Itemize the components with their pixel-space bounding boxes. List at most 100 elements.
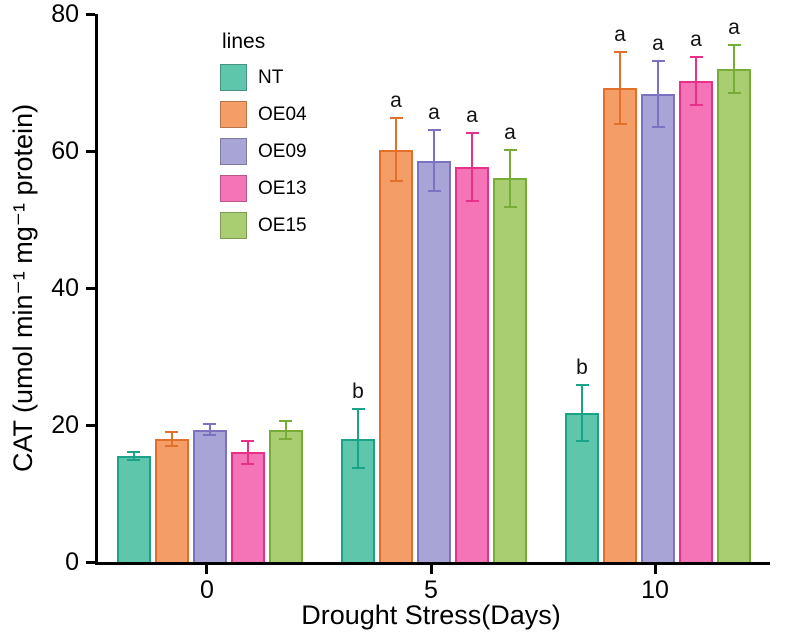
error-bar-cap-top — [351, 408, 365, 411]
significance-letter: b — [576, 355, 588, 379]
bar-oe13-day-0 — [230, 452, 265, 562]
error-bar-cap-top — [203, 423, 217, 426]
bar-cell-nt-day-5: b — [341, 14, 375, 562]
bar-oe15-day-10 — [717, 68, 751, 562]
error-bar-cap-bottom — [503, 206, 517, 209]
significance-letter: a — [466, 103, 478, 127]
error-bar-cap-top — [689, 56, 703, 59]
bar-cell-oe13-day-10: a — [679, 14, 713, 562]
y-tick-label: 20 — [51, 411, 79, 439]
bar-cell-oe13-day-5: a — [455, 14, 489, 562]
error-bar-cap-bottom — [127, 458, 141, 461]
bar-nt-day-0 — [116, 455, 151, 562]
bar-oe04-day-0 — [154, 438, 189, 562]
legend-swatch-oe13 — [220, 175, 247, 202]
error-bar — [208, 424, 211, 436]
bar-cell-oe09-day-0 — [192, 14, 227, 562]
legend-label: OE04 — [258, 103, 307, 125]
error-bar-cap-top — [279, 419, 293, 422]
y-axis-ticks: 0 20 40 60 80 — [0, 1, 95, 575]
error-bar-cap-bottom — [241, 463, 255, 466]
legend-swatch-oe09 — [220, 138, 247, 165]
legend-item-oe15: OE15 — [220, 212, 307, 239]
error-bar-cap-bottom — [651, 126, 665, 129]
significance-letter: b — [352, 380, 364, 404]
bar-oe15-day-0 — [268, 429, 303, 562]
error-bar — [509, 149, 511, 208]
bar-group-day-5: b a a a a — [339, 14, 529, 562]
error-bar — [132, 451, 135, 460]
x-axis-ticks: 0 5 10 — [95, 565, 767, 611]
error-bar-cap-bottom — [689, 104, 703, 107]
bar-cell-oe15-day-10: a — [717, 14, 751, 562]
y-tick-mark — [86, 423, 95, 427]
legend-item-oe04: OE04 — [220, 101, 307, 128]
error-bar — [433, 130, 435, 191]
error-bar-cap-bottom — [351, 467, 365, 470]
error-bar-cap-top — [727, 43, 741, 46]
legend-item-oe13: OE13 — [220, 175, 307, 202]
error-bar-cap-top — [503, 148, 517, 151]
y-tick-label: 0 — [65, 548, 79, 576]
significance-letter: a — [504, 120, 516, 144]
error-bar-cap-top — [241, 439, 255, 442]
error-bar-cap-bottom — [465, 200, 479, 203]
error-bar-cap-top — [427, 129, 441, 132]
legend-items: NT OE04 OE09 OE13 OE15 — [220, 64, 307, 239]
bar-group-day-10: b a a a a — [563, 14, 753, 562]
x-tick-label: 5 — [424, 576, 438, 604]
error-bar-cap-top — [165, 430, 179, 433]
legend-swatch-oe15 — [220, 212, 247, 239]
bar-cell-oe09-day-5: a — [417, 14, 451, 562]
bar-cell-oe15-day-0 — [268, 14, 303, 562]
bar-cell-oe09-day-10: a — [641, 14, 675, 562]
x-tick-label: 10 — [641, 576, 669, 604]
y-tick-mark — [86, 286, 95, 290]
significance-letter: a — [614, 22, 626, 46]
error-bar — [695, 57, 697, 106]
error-bar-cap-top — [127, 450, 141, 453]
error-bar-cap-top — [651, 60, 665, 63]
error-bar-cap-bottom — [727, 91, 741, 94]
error-bar-cap-bottom — [575, 439, 589, 442]
bar-cell-oe04-day-5: a — [379, 14, 413, 562]
error-bar-cap-bottom — [427, 189, 441, 192]
y-tick-label: 60 — [51, 137, 79, 165]
error-bar — [581, 384, 583, 441]
bar-oe13-day-5 — [455, 166, 489, 562]
x-tick-mark — [429, 565, 433, 574]
x-tick-mark — [205, 565, 209, 574]
bar-oe04-day-10 — [603, 87, 637, 562]
x-axis-title: Drought Stress(Days) — [301, 600, 561, 630]
error-bar — [657, 61, 659, 128]
error-bar-cap-top — [575, 383, 589, 386]
error-bar — [284, 420, 287, 439]
legend-label: OE13 — [258, 177, 307, 199]
bar-cell-nt-day-0 — [116, 14, 151, 562]
legend-label: OE15 — [258, 214, 307, 236]
error-bar-cap-top — [465, 131, 479, 134]
bar-oe15-day-5 — [493, 178, 527, 562]
error-bar — [619, 51, 621, 125]
error-bar — [246, 440, 249, 465]
error-bar — [471, 132, 473, 202]
error-bar — [395, 118, 397, 182]
error-bar-cap-top — [389, 117, 403, 120]
legend-label: OE09 — [258, 140, 307, 162]
legend-swatch-oe04 — [220, 101, 247, 128]
bar-cell-oe04-day-0 — [154, 14, 189, 562]
significance-letter: a — [428, 101, 440, 125]
bar-cell-oe13-day-0 — [230, 14, 265, 562]
x-tick-label: 0 — [200, 576, 214, 604]
bar-oe09-day-10 — [641, 94, 675, 562]
error-bar-cap-bottom — [613, 123, 627, 126]
legend-item-oe09: OE09 — [220, 138, 307, 165]
bar-group-day-0 — [115, 14, 305, 562]
legend: lines NT OE04 OE09 OE13 OE15 — [220, 30, 307, 249]
y-tick-label: 40 — [51, 274, 79, 302]
y-tick-mark — [86, 12, 95, 16]
bar-oe09-day-0 — [192, 429, 227, 562]
y-tick-mark — [86, 149, 95, 153]
bar-cell-oe04-day-10: a — [603, 14, 637, 562]
bar-oe09-day-5 — [417, 160, 451, 562]
